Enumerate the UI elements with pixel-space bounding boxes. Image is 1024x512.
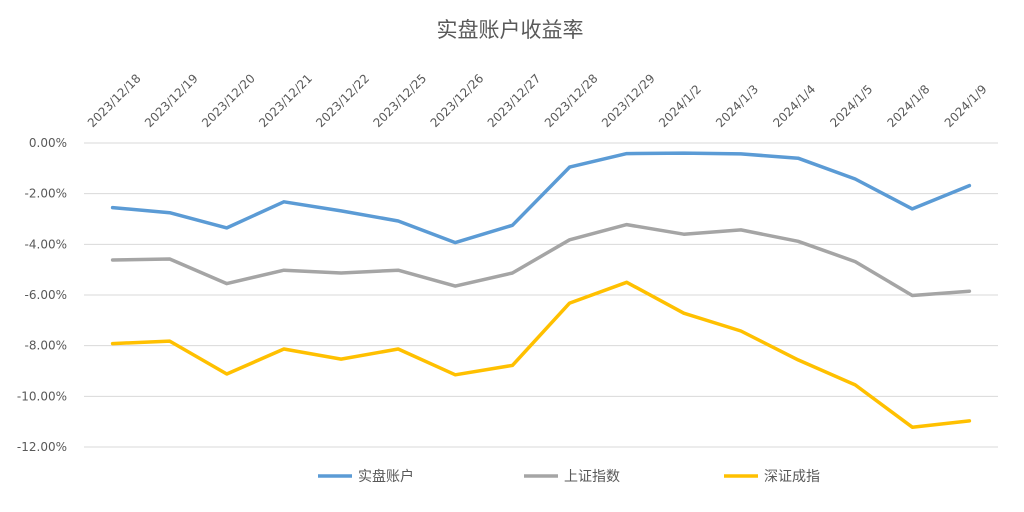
series-line-2 [110,280,972,429]
series-line-0 [110,151,972,245]
x-tick-label: 2023/12/18 [85,71,144,130]
y-tick-label: -8.00% [25,339,67,353]
legend: 实盘账户 上证指数 深证成指 [318,468,820,485]
legend-label: 深证成指 [764,469,820,485]
x-tick-label: 2024/1/9 [942,82,990,130]
series-line-1 [110,222,972,298]
x-axis-ticks: 2023/12/182023/12/192023/12/202023/12/21… [85,71,990,130]
y-tick-label: -6.00% [25,288,67,302]
x-tick-label: 2023/12/19 [142,71,201,130]
grid [84,142,998,448]
y-tick-label: -10.00% [17,389,67,403]
y-tick-label: -12.00% [17,440,67,454]
y-tick-label: -2.00% [25,187,67,201]
x-tick-label: 2023/12/27 [485,71,544,130]
y-axis-ticks: 0.00% -2.00% -4.00% -6.00% -8.00% -10.00% -12.… [17,136,67,454]
x-tick-label: 2023/12/28 [542,71,601,130]
y-tick-label: -4.00% [25,237,67,251]
chart-title: 实盘账户收益率 [437,18,584,42]
legend-label: 上证指数 [564,469,620,485]
x-tick-label: 2024/1/5 [827,82,875,130]
x-tick-label: 2023/12/25 [370,71,429,130]
x-tick-label: 2023/12/21 [256,71,315,130]
x-tick-label: 2024/1/3 [713,82,761,130]
x-tick-label: 2023/12/26 [428,71,487,130]
x-tick-label: 2023/12/20 [199,71,258,130]
x-tick-label: 2024/1/4 [770,82,818,130]
legend-label: 实盘账户 [358,468,414,485]
x-tick-label: 2024/1/8 [885,82,933,130]
x-tick-label: 2023/12/22 [313,71,372,130]
y-tick-label: 0.00% [29,136,67,150]
x-tick-label: 2024/1/2 [656,82,704,130]
x-tick-label: 2023/12/29 [599,71,658,130]
series-lines [110,151,972,429]
